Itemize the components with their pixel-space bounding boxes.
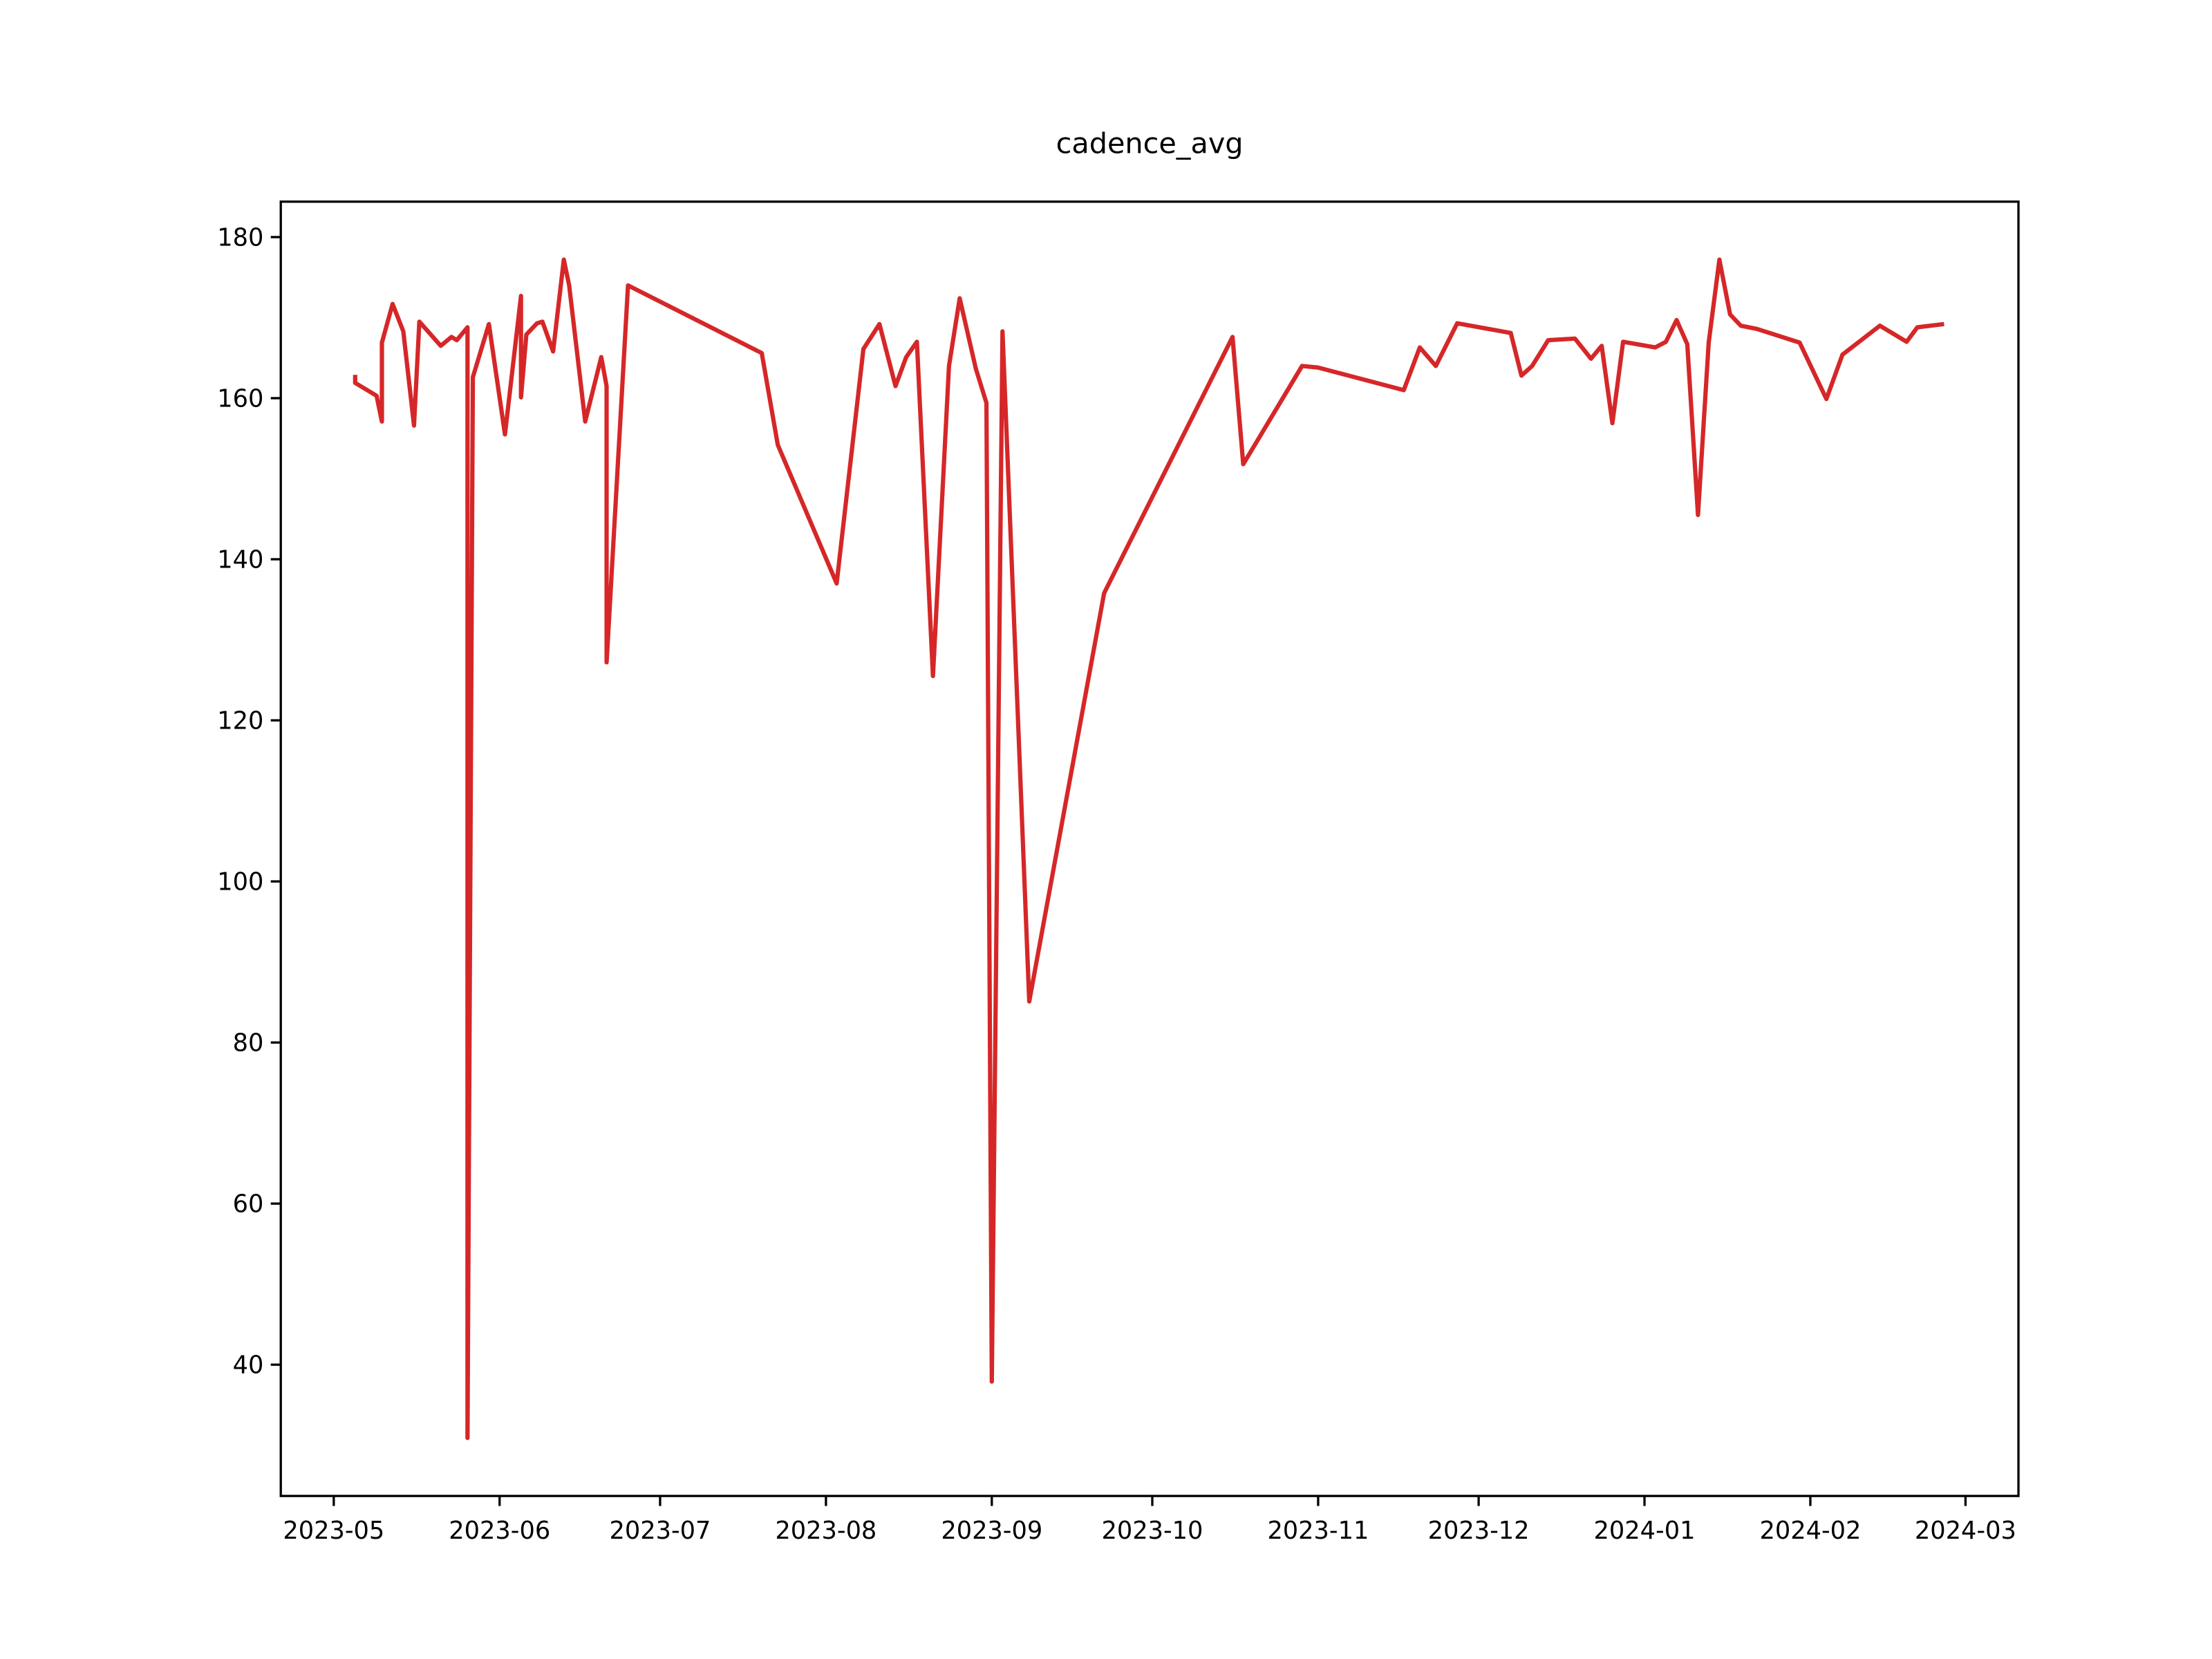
x-tick-label: 2024-03	[1915, 1517, 2016, 1545]
x-tick-label: 2023-06	[449, 1517, 550, 1545]
x-tick-label: 2023-09	[941, 1517, 1042, 1545]
y-tick-label: 140	[217, 545, 263, 574]
y-tick-label: 180	[217, 223, 263, 252]
x-tick-label: 2023-12	[1428, 1517, 1530, 1545]
plot-frame	[279, 200, 2020, 1497]
y-tick-label: 120	[217, 707, 263, 735]
y-tick-label: 80	[233, 1029, 264, 1058]
x-tick-label: 2023-08	[775, 1517, 877, 1545]
x-tick-label: 2024-01	[1594, 1517, 1696, 1545]
y-tick-label: 60	[233, 1190, 264, 1219]
x-tick-label: 2024-02	[1759, 1517, 1861, 1545]
data-line	[353, 257, 1944, 1441]
y-tick-label: 40	[233, 1351, 264, 1380]
x-tick-label: 2023-05	[283, 1517, 384, 1545]
x-tick-label: 2023-11	[1267, 1517, 1369, 1545]
x-tick-label: 2023-07	[609, 1517, 711, 1545]
y-tick-label: 160	[217, 384, 263, 413]
y-tick-label: 100	[217, 868, 263, 897]
x-tick-label: 2023-10	[1102, 1517, 1203, 1545]
chart-title: cadence_avg	[1056, 126, 1244, 160]
